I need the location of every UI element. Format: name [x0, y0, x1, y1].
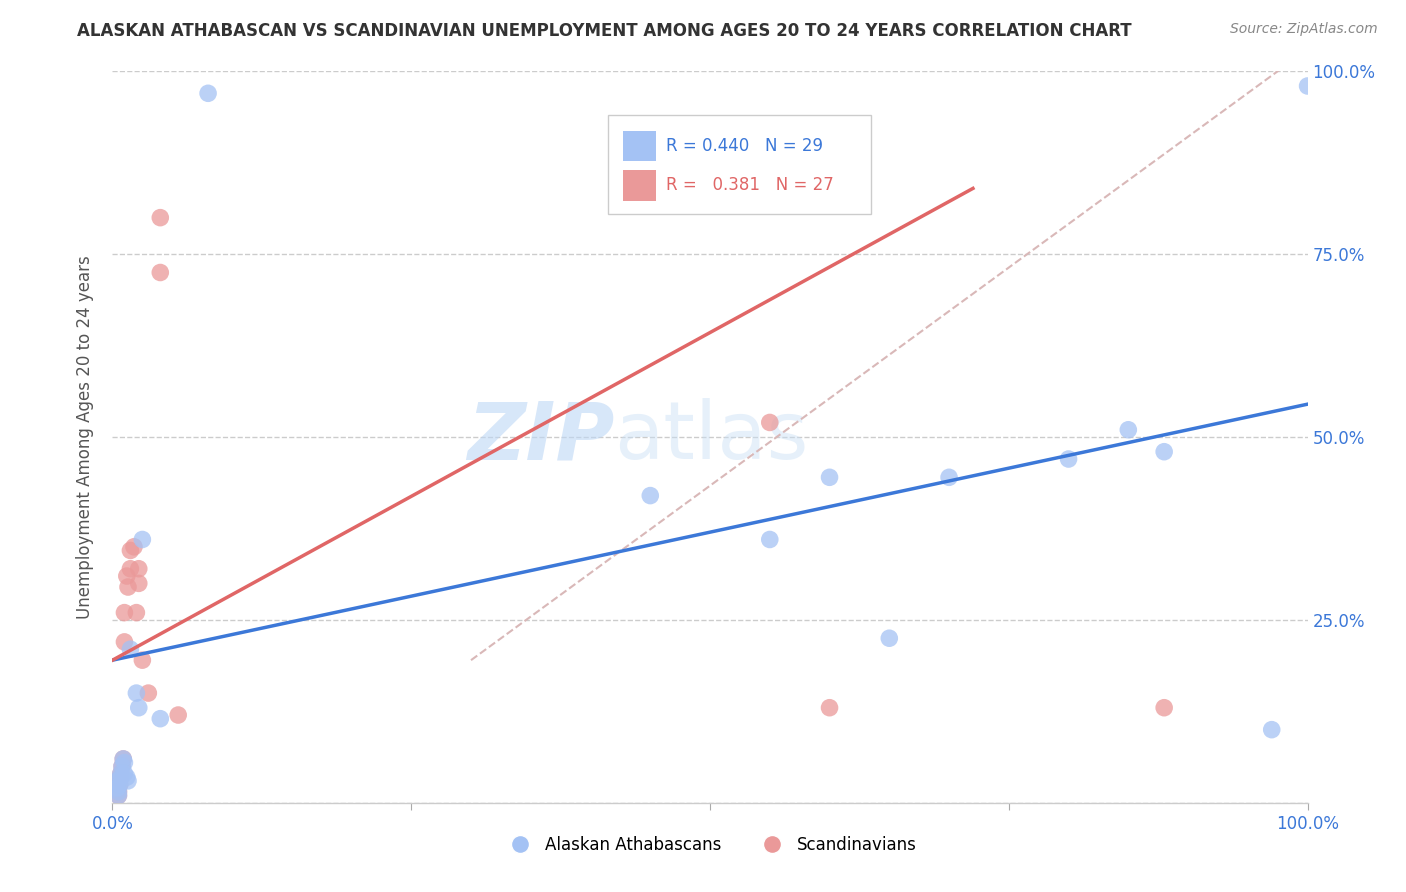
Point — [112, 752, 135, 766]
Point — [108, 778, 131, 792]
Text: atlas: atlas — [614, 398, 808, 476]
Point — [107, 789, 129, 803]
Point — [114, 606, 135, 620]
Point — [122, 540, 145, 554]
Text: ZIP: ZIP — [467, 398, 614, 476]
Point — [1118, 423, 1140, 437]
Point — [115, 770, 138, 784]
Text: ALASKAN ATHABASCAN VS SCANDINAVIAN UNEMPLOYMENT AMONG AGES 20 TO 24 YEARS CORREL: ALASKAN ATHABASCAN VS SCANDINAVIAN UNEMP… — [77, 22, 1132, 40]
Point — [114, 756, 135, 770]
Point — [105, 773, 128, 788]
Point — [105, 781, 128, 796]
Point — [120, 642, 142, 657]
Point — [818, 700, 841, 714]
Point — [131, 653, 153, 667]
Point — [640, 489, 662, 503]
Text: Source: ZipAtlas.com: Source: ZipAtlas.com — [1230, 22, 1378, 37]
Point — [1296, 78, 1319, 93]
Point — [117, 773, 139, 788]
Bar — [623, 170, 657, 201]
Point — [879, 632, 901, 646]
Point — [1153, 444, 1175, 458]
Text: R = 0.440   N = 29: R = 0.440 N = 29 — [666, 137, 823, 155]
Point — [125, 606, 148, 620]
Point — [111, 759, 134, 773]
Point — [131, 533, 153, 547]
Point — [818, 470, 841, 484]
Legend: Alaskan Athabascans, Scandinavians: Alaskan Athabascans, Scandinavians — [496, 829, 924, 860]
Point — [149, 211, 172, 225]
Point — [111, 759, 134, 773]
Point — [128, 700, 150, 714]
Point — [114, 766, 135, 780]
Point — [105, 781, 128, 796]
Y-axis label: Unemployment Among Ages 20 to 24 years: Unemployment Among Ages 20 to 24 years — [76, 255, 94, 619]
Point — [112, 752, 135, 766]
Point — [759, 533, 782, 547]
Point — [128, 576, 150, 591]
Point — [117, 580, 139, 594]
Point — [120, 562, 142, 576]
Point — [120, 543, 142, 558]
Point — [167, 708, 190, 723]
Point — [107, 789, 129, 803]
Point — [149, 266, 172, 280]
Point — [149, 712, 172, 726]
Point — [107, 785, 129, 799]
Point — [128, 562, 150, 576]
Bar — [623, 130, 657, 161]
Point — [110, 766, 132, 780]
Point — [125, 686, 148, 700]
Point — [1261, 723, 1284, 737]
Point — [110, 766, 132, 780]
Point — [110, 770, 132, 784]
Point — [115, 569, 138, 583]
Point — [107, 785, 129, 799]
FancyBboxPatch shape — [609, 115, 872, 214]
Point — [938, 470, 960, 484]
Point — [110, 770, 132, 784]
Point — [1153, 700, 1175, 714]
Point — [138, 686, 160, 700]
Point — [197, 87, 219, 101]
Point — [105, 773, 128, 788]
Point — [114, 635, 135, 649]
Text: R =   0.381   N = 27: R = 0.381 N = 27 — [666, 177, 834, 194]
Point — [1057, 452, 1080, 467]
Point — [759, 416, 782, 430]
Point — [108, 778, 131, 792]
